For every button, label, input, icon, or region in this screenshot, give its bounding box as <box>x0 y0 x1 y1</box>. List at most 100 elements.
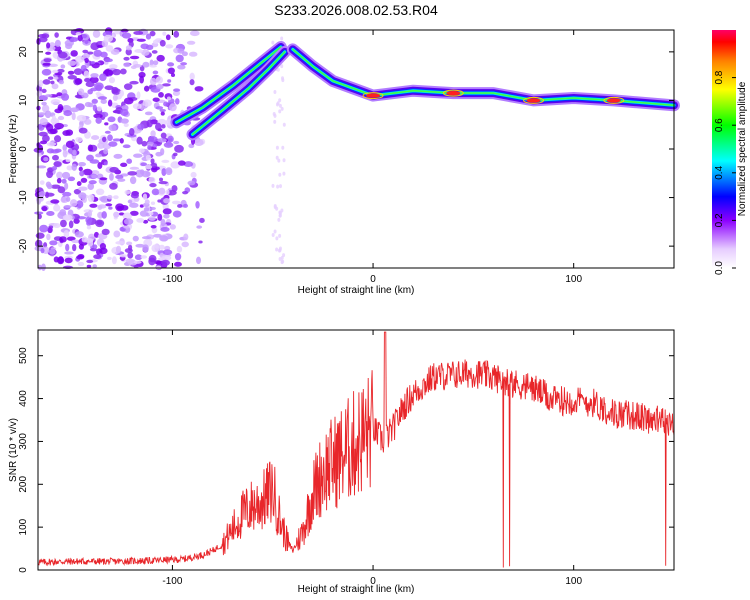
noise-blob <box>119 90 125 97</box>
colorbar-tick-label: 0.6 <box>714 118 725 132</box>
noise-blob <box>165 34 171 41</box>
spectrogram-x-tick-label: -100 <box>162 274 182 285</box>
noise-blob <box>97 96 108 100</box>
noise-blob <box>173 88 181 92</box>
noise-blob <box>277 158 281 163</box>
noise-blob <box>115 245 122 254</box>
noise-blob <box>45 181 52 188</box>
snr-series-line <box>37 331 675 568</box>
noise-blob <box>186 40 196 45</box>
noise-blob <box>34 211 44 215</box>
noise-blob <box>123 218 134 225</box>
noise-blob <box>152 97 160 102</box>
noise-blob <box>281 78 285 83</box>
noise-blob <box>83 118 92 125</box>
noise-blob <box>132 235 139 242</box>
noise-blob <box>64 257 73 264</box>
noise-blob <box>76 114 87 122</box>
noise-blob <box>151 50 158 54</box>
noise-blob <box>93 254 102 260</box>
noise-blob <box>85 81 95 88</box>
noise-blob <box>90 42 100 51</box>
noise-blob <box>158 257 168 261</box>
noise-blob <box>140 255 148 259</box>
noise-blob <box>39 180 45 185</box>
noise-blob <box>124 189 131 195</box>
noise-blob <box>165 119 173 126</box>
snr-y-tick-label: 200 <box>18 476 29 493</box>
noise-blob <box>173 140 180 145</box>
noise-blob <box>71 112 76 121</box>
noise-blob <box>155 122 162 131</box>
noise-blob <box>52 69 59 74</box>
ridge-peak <box>606 98 621 103</box>
noise-blob <box>40 247 45 254</box>
noise-blob <box>89 203 98 208</box>
noise-blob <box>154 260 162 265</box>
colorbar: 0.0 0.2 0.4 0.6 0.8 Normalized spectral ampl… <box>712 30 748 275</box>
noise-blob <box>126 158 133 164</box>
snr-x-axis-label: Height of straight line (km) <box>298 584 415 595</box>
noise-blob <box>57 115 65 121</box>
noise-blob <box>44 192 55 197</box>
noise-blob <box>145 33 152 40</box>
noise-blob <box>170 161 181 169</box>
noise-blob <box>56 68 65 73</box>
noise-blob <box>135 243 145 248</box>
noise-blob <box>169 224 176 230</box>
noise-blob <box>275 145 279 150</box>
noise-blob <box>67 75 77 80</box>
noise-blob <box>155 151 163 157</box>
noise-blob <box>84 77 91 83</box>
noise-blob <box>75 31 82 36</box>
snr-x-tick-label: -100 <box>162 576 182 587</box>
noise-blob <box>86 264 92 268</box>
ridge-peak <box>526 98 541 103</box>
noise-blob <box>96 220 103 226</box>
noise-blob <box>62 191 72 197</box>
spectrogram-x-axis-label: Height of straight line (km) <box>298 285 415 296</box>
noise-blob <box>174 252 182 261</box>
noise-blob <box>97 142 105 149</box>
noise-blob <box>57 186 66 194</box>
noise-blob <box>141 140 148 147</box>
noise-blob <box>273 119 277 124</box>
noise-blob <box>56 171 63 179</box>
noise-blob <box>52 154 59 161</box>
noise-blob <box>132 103 142 110</box>
ridge-peak-halo <box>442 89 464 97</box>
noise-blob <box>143 85 150 92</box>
noise-blob <box>61 178 67 184</box>
noise-blob <box>113 211 120 218</box>
noise-blob <box>129 55 140 60</box>
noise-blob <box>86 154 94 162</box>
spectral-noise-field <box>33 27 286 272</box>
noise-blob <box>125 45 132 51</box>
noise-blob <box>75 136 83 143</box>
spectrogram-x-ticks: -100 0 100 <box>162 30 582 285</box>
noise-blob <box>60 219 67 228</box>
noise-blob <box>60 64 66 69</box>
noise-blob <box>101 211 107 219</box>
snr-frame <box>37 329 675 571</box>
spectral-ridges <box>170 41 680 141</box>
noise-blob <box>84 101 92 108</box>
noise-blob <box>110 48 120 55</box>
noise-blob <box>159 39 166 47</box>
noise-blob <box>37 213 42 220</box>
noise-blob <box>170 73 176 77</box>
colorbar-tick-label: 0.2 <box>714 213 725 227</box>
noise-blob <box>73 68 83 75</box>
noise-blob <box>127 251 134 259</box>
noise-blob <box>73 188 81 195</box>
noise-blob <box>146 119 153 128</box>
chart-title: S233.2026.008.02.53.R04 <box>274 2 438 18</box>
noise-blob <box>142 219 149 224</box>
noise-blob <box>77 88 85 96</box>
noise-blob <box>273 113 277 118</box>
spectrogram-y-tick-label: 0 <box>18 146 29 152</box>
noise-blob <box>41 33 50 39</box>
noise-blob <box>125 48 132 56</box>
noise-blob <box>189 72 195 81</box>
noise-blob <box>42 134 50 143</box>
